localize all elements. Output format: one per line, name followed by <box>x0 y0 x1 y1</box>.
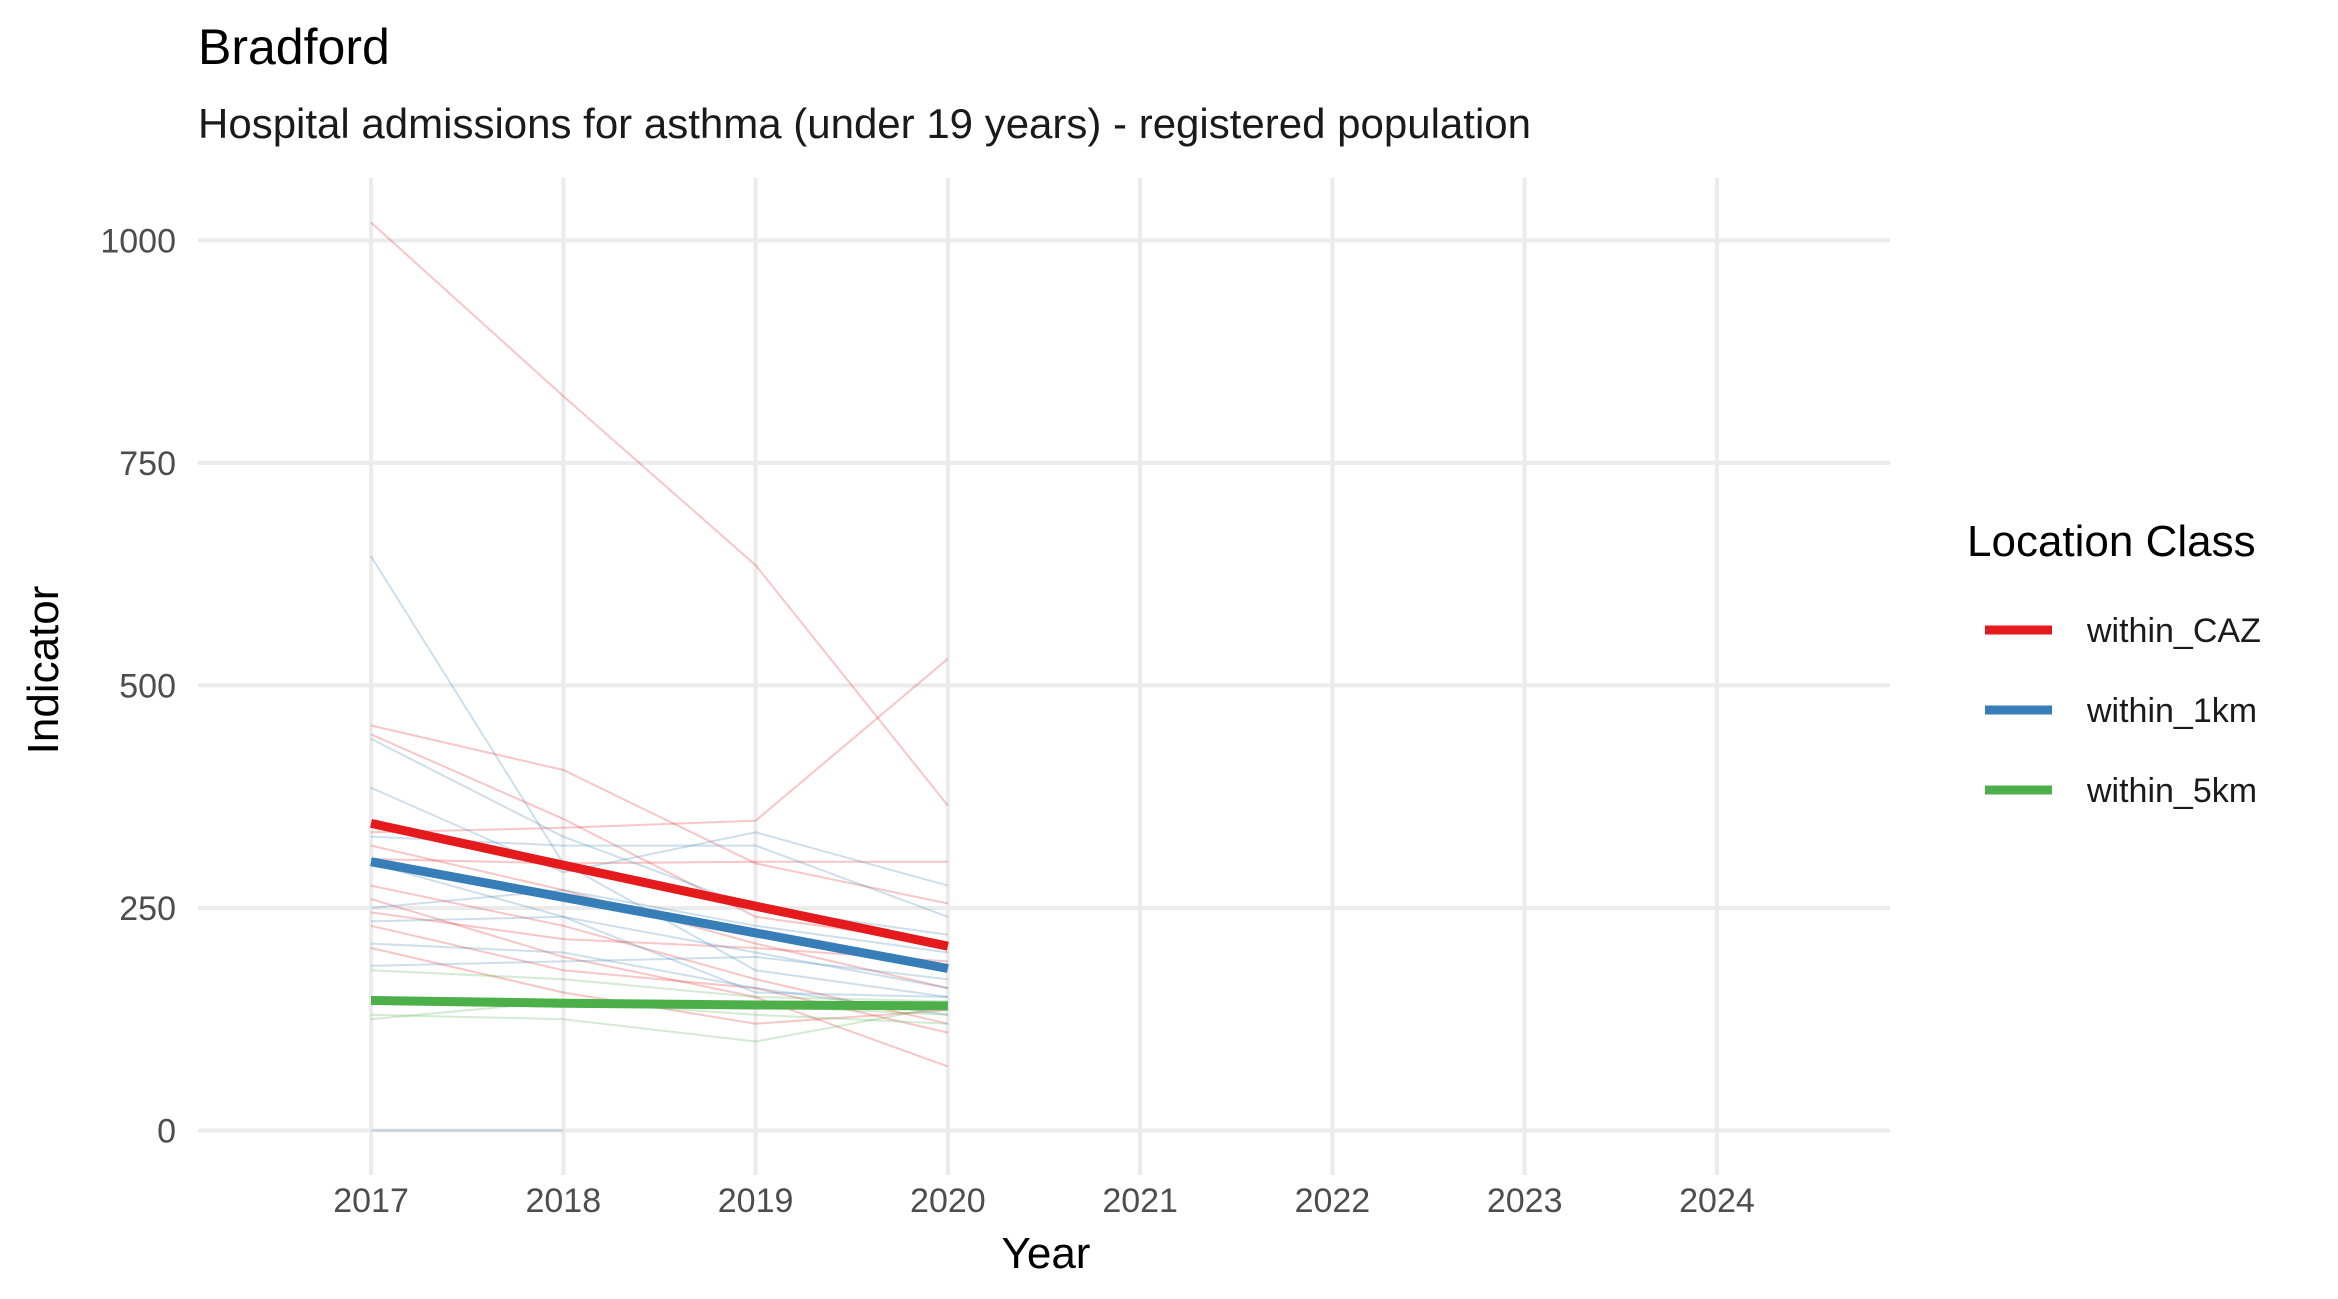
x-tick-label: 2017 <box>333 1182 409 1220</box>
legend-label: within_1km <box>2086 692 2257 730</box>
y-tick-label: 1000 <box>100 222 176 260</box>
series-lines <box>370 819 949 1011</box>
background-line-within-5km <box>370 969 948 1003</box>
legend-label: within_5km <box>2086 772 2257 810</box>
background-line-within-caz <box>370 221 949 807</box>
legend-label: within_CAZ <box>2086 612 2261 650</box>
background-line-within-caz <box>370 898 949 1068</box>
x-axis-ticks: 2017 2018 2019 2020 2021 2022 2023 2024 <box>333 1182 1755 1220</box>
x-tick-label: 2019 <box>718 1182 794 1220</box>
y-tick-label: 500 <box>119 667 176 705</box>
background-line-within-caz <box>370 657 949 834</box>
background-line-within-1km <box>370 786 949 887</box>
series-line-within-5km <box>370 996 948 1011</box>
background-line-within-1km <box>370 955 949 981</box>
x-tick-label: 2018 <box>525 1182 601 1220</box>
background-line-within-1km <box>370 862 949 990</box>
x-tick-label: 2020 <box>910 1182 986 1220</box>
series-line-within-caz <box>370 819 949 951</box>
x-tick-label: 2023 <box>1487 1182 1563 1220</box>
y-tick-label: 0 <box>157 1112 176 1150</box>
x-tick-label: 2021 <box>1102 1182 1178 1220</box>
x-tick-label: 2024 <box>1679 1182 1755 1220</box>
background-line-within-caz <box>370 858 948 865</box>
background-line-within-1km <box>370 889 949 954</box>
legend-title: Location Class <box>1967 517 2256 566</box>
x-tick-label: 2022 <box>1295 1182 1371 1220</box>
background-line-within-1km <box>370 915 948 998</box>
background-lines <box>370 221 949 1132</box>
legend: Location Class within_CAZ within_1kmwithi… <box>1967 517 2261 810</box>
background-line-within-caz <box>370 724 949 905</box>
background-line-within-caz <box>370 924 949 1034</box>
chart-subtitle: Hospital admissions for asthma (under 19… <box>198 100 1531 147</box>
x-axis-title: Year <box>1002 1229 1091 1278</box>
background-line-within-5km <box>370 1004 949 1043</box>
series-line-within-1km <box>370 857 949 973</box>
background-line-within-1km <box>370 737 949 936</box>
y-tick-label: 250 <box>119 890 176 928</box>
grid <box>198 178 1890 1175</box>
y-tick-label: 750 <box>119 445 176 483</box>
y-axis-ticks: 0 250 500 750 1000 <box>100 222 176 1150</box>
chart-title: Bradford <box>198 19 390 75</box>
y-axis-title: Indicator <box>19 586 68 755</box>
